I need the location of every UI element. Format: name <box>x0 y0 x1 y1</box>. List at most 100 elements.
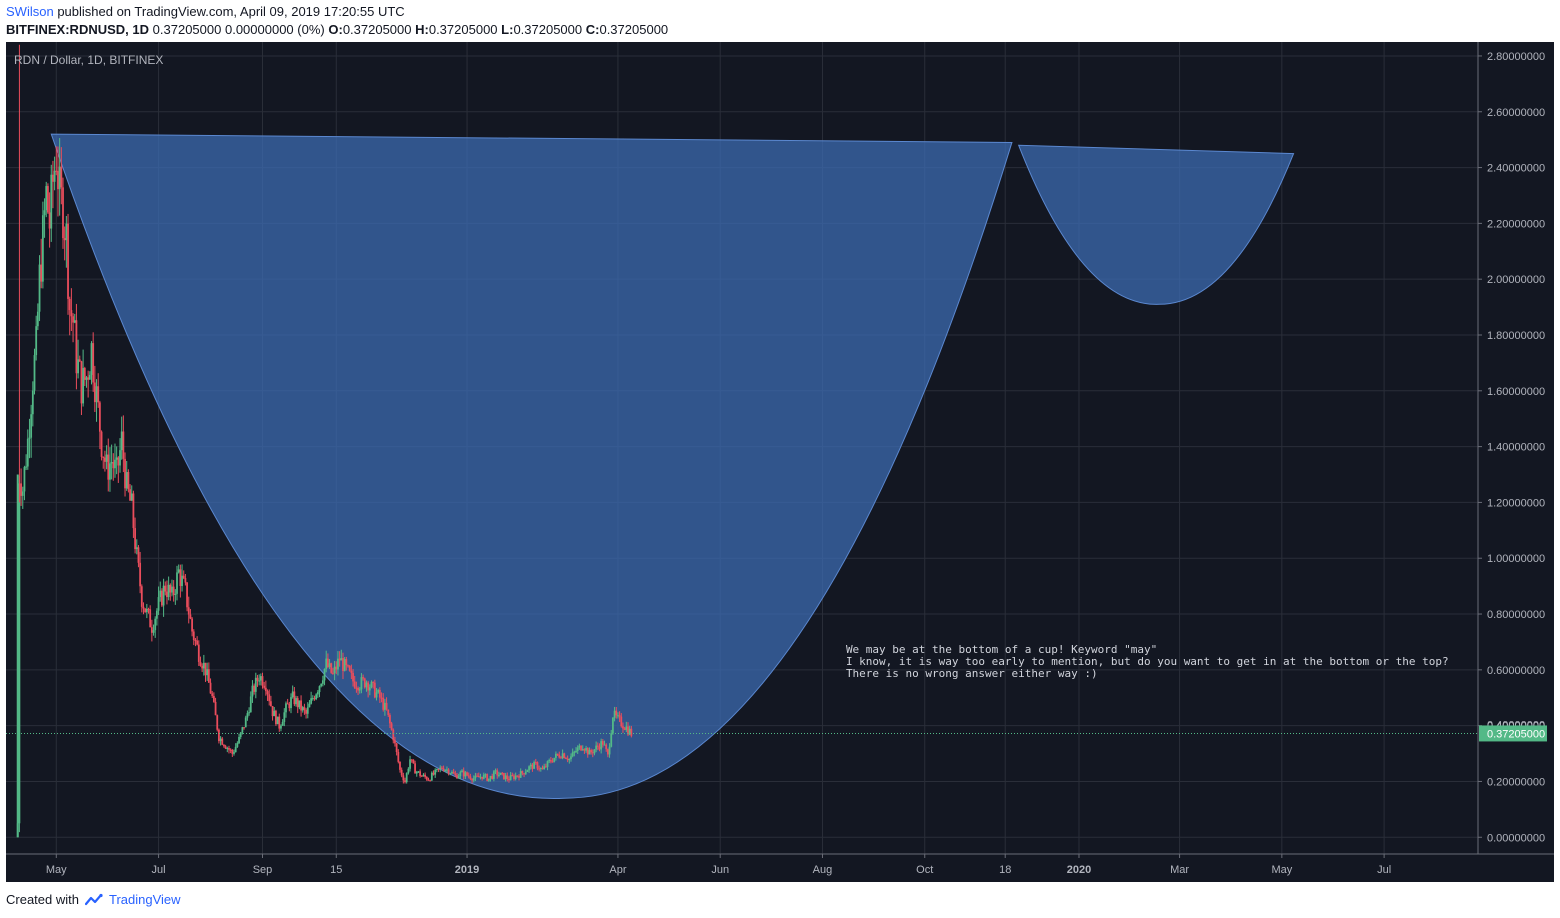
candle-body <box>320 683 323 687</box>
candle-body <box>285 703 287 713</box>
candle-body <box>447 769 450 774</box>
candle-body <box>47 186 49 213</box>
candle-body <box>613 710 616 718</box>
candle-body <box>308 703 311 708</box>
candle-body <box>469 776 472 779</box>
candle-body <box>333 666 336 674</box>
candle-body <box>117 457 120 466</box>
price-scale-bg[interactable] <box>1478 42 1554 854</box>
candle-body <box>216 715 219 730</box>
candle-body <box>30 414 33 438</box>
time-tick-label: 15 <box>330 864 342 876</box>
candle-body <box>311 698 314 700</box>
price-chart[interactable]: RDN / Dollar, 1D, BITFINEX We may be at … <box>6 42 1554 882</box>
candle-body <box>451 772 453 774</box>
candle-body <box>119 450 121 466</box>
candle-body <box>134 528 136 550</box>
published-text: published on TradingView.com, April 09, … <box>57 4 405 19</box>
candle-body <box>93 382 96 403</box>
candle-body <box>40 264 43 282</box>
candle-body <box>492 771 495 779</box>
candle-body <box>565 758 567 760</box>
candle-body <box>439 767 442 770</box>
candle-body <box>98 402 101 432</box>
candle-body <box>179 569 182 587</box>
candle-body <box>425 776 428 780</box>
candle-body <box>281 721 284 726</box>
candle-body <box>471 778 473 781</box>
last-price-badge <box>1479 725 1547 742</box>
candle-body <box>124 458 126 489</box>
candle-body <box>142 606 145 609</box>
candle-body <box>50 174 53 229</box>
candle-body <box>150 627 153 633</box>
annotation-line: There is no wrong answer either way :) <box>846 667 1098 680</box>
candle-body <box>95 386 98 403</box>
chart-title: RDN / Dollar, 1D, BITFINEX <box>14 53 163 67</box>
candle-body <box>174 593 177 595</box>
price-tick-label: 2.40000000 <box>1487 163 1545 175</box>
candle-body <box>52 174 54 182</box>
candle-body <box>67 223 69 299</box>
candle-body <box>435 768 438 770</box>
candle-body <box>48 212 51 229</box>
candle-body <box>83 367 86 380</box>
candle-body <box>402 775 405 781</box>
candle-body <box>380 697 383 699</box>
candle-body <box>291 691 294 698</box>
candle-body <box>169 584 172 593</box>
candle-body <box>248 712 250 714</box>
candle-body <box>244 717 247 728</box>
time-tick-label: May <box>46 864 67 876</box>
candle-body <box>100 431 103 457</box>
candle-body <box>301 707 304 711</box>
candle-body <box>491 775 494 779</box>
candle-body <box>75 320 78 374</box>
candle-body <box>362 677 365 679</box>
candle-body <box>321 680 324 684</box>
time-scale-bg[interactable] <box>6 854 1554 882</box>
candle-body <box>332 672 334 674</box>
candle-body <box>511 775 514 777</box>
candle-body <box>191 618 193 632</box>
candle-body <box>269 701 272 707</box>
candle-body <box>199 661 202 666</box>
candle-body <box>226 748 229 750</box>
candle-body <box>623 728 626 730</box>
candle-body <box>420 775 423 777</box>
candle-body <box>283 712 286 722</box>
candle-body <box>204 662 207 676</box>
author-link[interactable]: SWilson <box>6 4 54 19</box>
candle-body <box>395 743 398 753</box>
candle-body <box>87 377 90 380</box>
candle-body <box>529 764 532 767</box>
candle-body <box>360 677 363 690</box>
candle-body <box>120 431 123 451</box>
close-label: C: <box>585 22 600 37</box>
symbol-info: BITFINEX:RDNUSD, 1D 0.37205000 0.0000000… <box>6 22 669 37</box>
tradingview-brand-link[interactable]: TradingView <box>108 892 181 907</box>
candle-body <box>298 700 301 708</box>
candle-body <box>266 691 269 695</box>
candle-body <box>467 775 470 777</box>
candle-body <box>370 681 373 688</box>
candle-body <box>580 745 582 751</box>
candle-body <box>340 657 343 661</box>
candle-body <box>548 760 551 762</box>
candle-body <box>77 359 79 374</box>
candle-body <box>518 776 520 778</box>
candle-body <box>392 729 395 741</box>
candle-body <box>503 772 505 780</box>
candle-body <box>355 687 358 689</box>
time-tick-label: 18 <box>999 864 1011 876</box>
candle-body <box>509 775 512 781</box>
price-tick-label: 0.60000000 <box>1487 665 1545 677</box>
candle-body <box>407 768 410 774</box>
candle-body <box>514 775 517 779</box>
candle-body <box>365 682 368 688</box>
candle-body <box>446 769 448 771</box>
candle-body <box>400 769 403 776</box>
candle-body <box>233 752 235 754</box>
candle-body <box>186 582 188 608</box>
candle-body <box>164 585 167 592</box>
